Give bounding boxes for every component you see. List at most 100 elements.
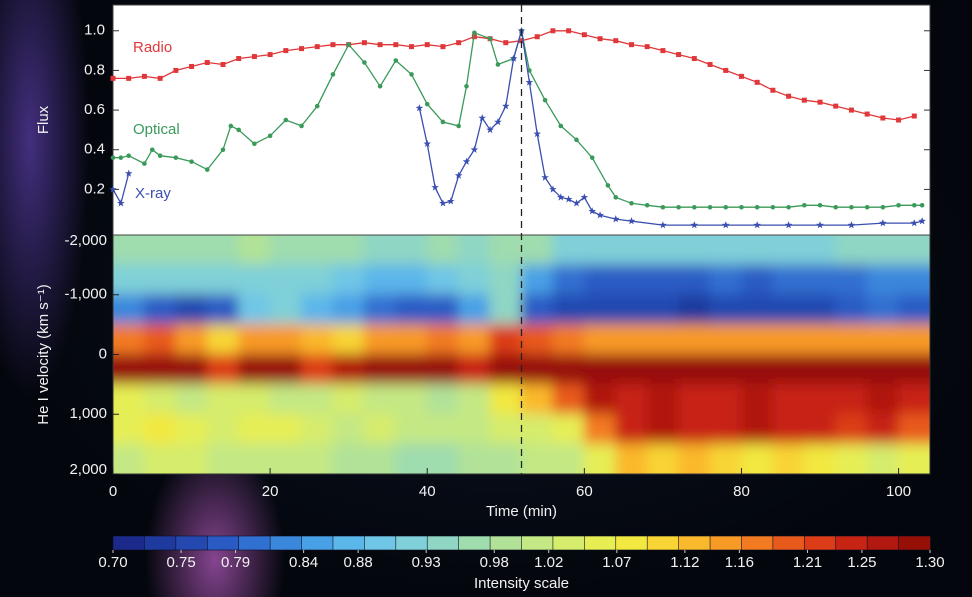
heatmap-cell — [898, 324, 930, 355]
colorbar-segment — [426, 535, 460, 551]
heatmap-cell — [615, 413, 648, 445]
point — [770, 204, 776, 210]
heatmap-cell — [426, 383, 460, 415]
point — [487, 36, 493, 42]
heatmap-cell — [332, 413, 365, 445]
point — [236, 127, 241, 133]
point — [424, 42, 430, 48]
point — [110, 75, 116, 81]
point — [738, 73, 744, 79]
heatmap-cell — [709, 235, 742, 266]
point — [817, 99, 823, 105]
heatmap-cell — [866, 443, 900, 474]
point — [173, 67, 179, 73]
heatmap-cell — [363, 443, 397, 474]
heatmap-cell — [175, 264, 208, 296]
point — [409, 72, 414, 77]
heatmap-cell — [238, 264, 271, 296]
colorbar-segment — [646, 535, 680, 551]
colorbar-segment — [238, 535, 271, 551]
colorbar-segment — [144, 535, 177, 551]
point — [142, 161, 147, 166]
heatmap-cell — [301, 235, 334, 266]
heatmap-cell — [113, 264, 145, 296]
heatmap-cell — [426, 294, 460, 326]
heatmap-cell — [772, 443, 805, 474]
heatmap-cell — [113, 294, 145, 326]
point — [236, 56, 242, 62]
point — [117, 199, 125, 207]
heatmap-cell — [269, 443, 303, 474]
heatmap-cell — [332, 294, 365, 326]
point — [690, 221, 699, 229]
heatmap-cell — [521, 354, 554, 385]
x-tick-label: 40 — [419, 483, 436, 500]
point — [299, 123, 304, 129]
point — [330, 72, 336, 77]
y-tick-label: 2,000 — [69, 461, 107, 478]
heatmap-cell — [175, 383, 208, 415]
heatmap-cell — [113, 354, 145, 385]
heatmap-cell — [113, 383, 145, 415]
point — [910, 219, 919, 227]
colorbar-segment — [835, 535, 868, 551]
colorbar-segment — [804, 535, 837, 551]
heatmap-cell — [395, 383, 428, 415]
point — [557, 193, 565, 201]
point — [597, 36, 603, 42]
heatmap-cell — [835, 324, 868, 355]
colorbar-tick-label: 1.21 — [793, 554, 822, 571]
heatmap-cell — [709, 354, 742, 385]
heatmap-cell — [709, 294, 742, 326]
heatmap-cell — [678, 413, 711, 445]
colorbar-segment — [615, 535, 648, 551]
point — [283, 117, 289, 123]
heatmap-cell — [835, 443, 868, 474]
colorbar-segment — [521, 535, 554, 551]
heatmap-cell — [238, 294, 271, 326]
heatmap-cell — [866, 235, 900, 266]
point — [509, 54, 518, 62]
heatmap-cell — [238, 443, 271, 474]
point — [721, 221, 730, 229]
point — [566, 28, 572, 34]
colorbar-segment — [269, 535, 303, 551]
point — [447, 197, 455, 205]
heatmap-cell — [113, 443, 145, 474]
heatmap-cell — [709, 264, 742, 296]
point — [833, 204, 839, 210]
heatmap-cell — [426, 354, 460, 385]
point — [802, 202, 807, 208]
heatmap-cell — [238, 383, 271, 415]
heatmap-cell — [678, 324, 711, 355]
heatmap-cell — [803, 294, 837, 326]
colorbar-tick-label: 1.16 — [725, 554, 754, 571]
y-tick-label: 0.2 — [84, 180, 105, 197]
heatmap-cell — [332, 324, 365, 355]
point — [612, 215, 620, 223]
point — [377, 42, 383, 48]
heatmap-cell — [206, 443, 240, 474]
point — [109, 185, 117, 193]
point — [118, 155, 124, 160]
heatmap-cell — [458, 413, 491, 445]
point — [440, 44, 446, 50]
heatmap-cell — [678, 383, 711, 415]
heatmap-cell — [678, 264, 711, 296]
heatmap-cell — [143, 235, 177, 266]
point — [409, 44, 415, 50]
colorbar-tick-label: 1.02 — [534, 554, 563, 571]
heatmap-cell — [740, 324, 774, 355]
heatmap-cell — [206, 294, 240, 326]
heatmap-cell — [269, 235, 303, 266]
heatmap-cell — [489, 294, 522, 326]
heatmap-cell — [521, 413, 554, 445]
point — [786, 204, 791, 210]
point — [739, 204, 744, 210]
heatmap-cell — [301, 354, 334, 385]
heatmap-cell — [143, 354, 177, 385]
point — [847, 221, 856, 229]
point — [377, 83, 383, 89]
heatmap-cell — [898, 413, 930, 445]
heatmap-cell — [489, 413, 522, 445]
